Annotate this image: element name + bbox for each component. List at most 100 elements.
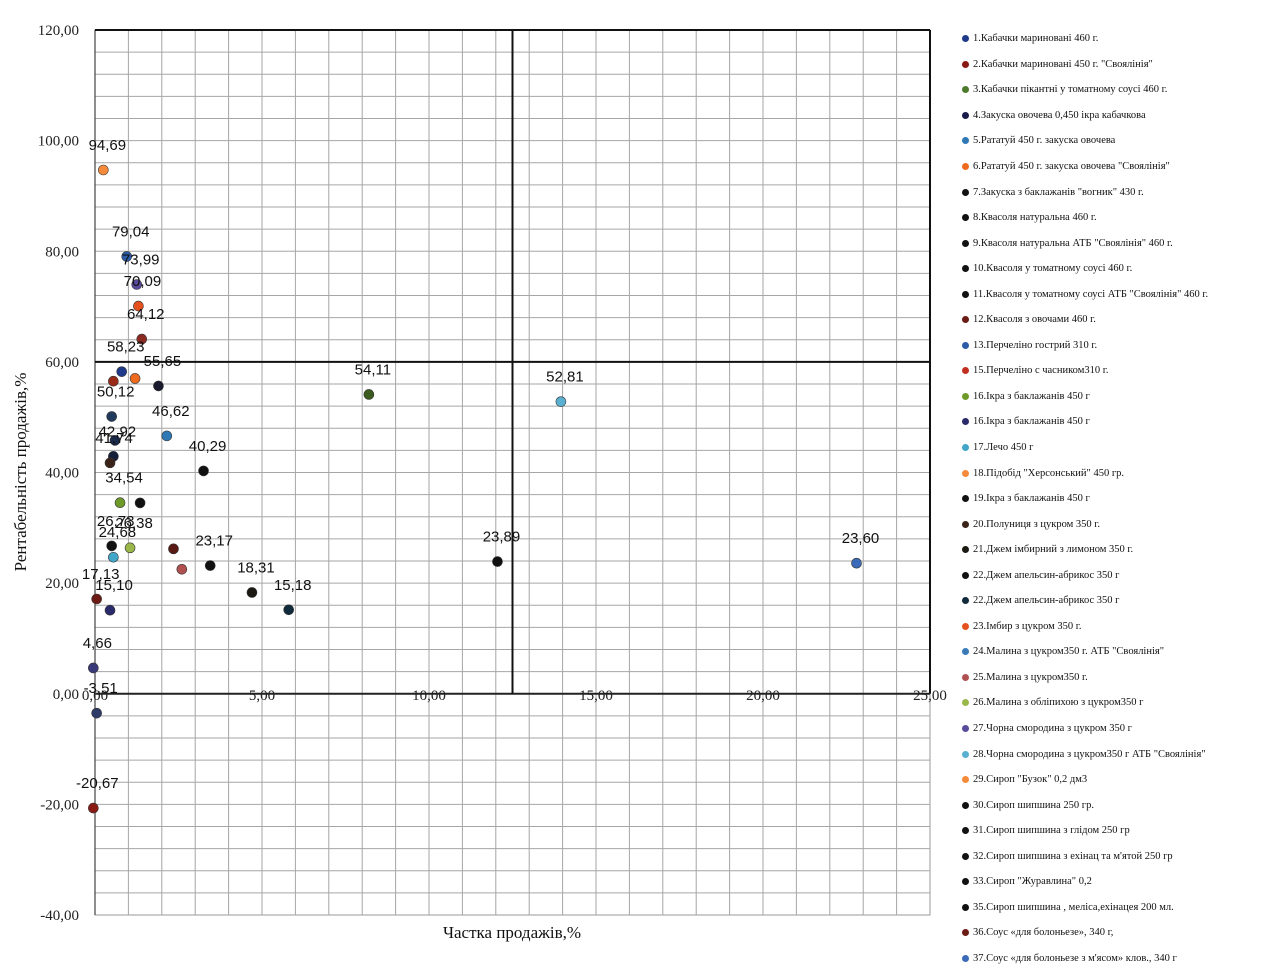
legend-label: 35.Сироп шипшина , меліса,ехінацея 200 м… [973, 901, 1174, 913]
legend-marker [962, 571, 969, 579]
legend-label: 1.Кабачки мариновані 460 г. [973, 33, 1099, 45]
legend-label: 19.Ікра з баклажанів 450 г [973, 493, 1090, 505]
legend-label: 10.Квасоля у томатному соусі 460 г. [973, 263, 1133, 275]
legend-item: 33.Сироп "Журавлина" 0,2 [962, 869, 1267, 895]
legend-item: 22.Джем апельсин-абрикос 350 г [962, 588, 1267, 614]
legend-label: 32.Сироп шипшина з ехінац та м'ятой 250 … [973, 850, 1173, 862]
legend-item: 4.Закуска овочева 0,450 ікра кабачкова [962, 103, 1267, 129]
data-label: 4,66 [83, 635, 112, 652]
legend-marker [962, 341, 969, 349]
legend-label: 27.Чорна смородина з цукром 350 г [973, 723, 1132, 735]
legend-item: 10.Квасоля у томатному соусі 460 г. [962, 256, 1267, 282]
legend-item: 18.Підобід "Херсонський" 450 гр. [962, 460, 1267, 486]
legend-label: 31.Сироп шипшина з глідом 250 гр [973, 825, 1130, 837]
data-point [91, 707, 102, 719]
data-point [104, 604, 116, 616]
legend-marker [962, 495, 969, 503]
data-label: 26,38 [115, 515, 153, 532]
data-label: 46,62 [152, 403, 190, 420]
legend-item: 13.Перчеліно гострий 310 г. [962, 333, 1267, 359]
data-label: 23,17 [195, 533, 233, 550]
x-tick-label: 15,00 [579, 688, 613, 704]
legend-item: 26.Малина з обліпихою з цукром350 г [962, 690, 1267, 716]
data-point [116, 366, 128, 377]
data-label: 54,11 [355, 361, 391, 378]
data-label: 18,31 [237, 559, 275, 576]
data-point [106, 540, 117, 552]
legend-label: 23.Імбир з цукром 350 г. [973, 620, 1082, 632]
data-point [131, 279, 143, 290]
scatter-chart: 120,00 100,00 80,00 60,00 40,00 20,00 0,00 -20,… [11, 23, 947, 942]
legend-marker [962, 444, 969, 452]
legend-label: 2.Кабачки мариновані 450 г. "Своялінія" [973, 58, 1153, 70]
legend-marker [962, 418, 969, 426]
legend-marker [962, 546, 969, 554]
data-label: 17,13 [82, 566, 120, 583]
legend-label: 13.Перчеліно гострий 310 г. [973, 339, 1098, 351]
y-tick-label: 80,00 [45, 244, 79, 260]
legend-marker [962, 469, 969, 477]
legend-marker [962, 265, 969, 273]
legend-label: 28.Чорна смородина з цукром350 г АТБ "Св… [973, 748, 1206, 760]
legend-item: 1.Кабачки мариновані 460 г. [962, 26, 1267, 52]
data-label: 79,04 [112, 224, 150, 241]
y-tick-label: 40,00 [45, 466, 79, 482]
legend-label: 36.Соус «для болоньезе», 340 г, [973, 927, 1114, 939]
legend-label: 6.Рататуй 450 г. закуска овочева "Своялі… [973, 161, 1170, 172]
legend-item: 16.Ікра з баклажанів 450 г [962, 384, 1267, 410]
data-label: 23,60 [842, 530, 880, 547]
data-point [129, 373, 141, 384]
data-point [555, 396, 567, 407]
y-tick-label: 120,00 [38, 23, 79, 39]
legend-marker [962, 827, 969, 835]
data-label: -3,51 [84, 680, 118, 697]
data-label: 73,99 [122, 251, 160, 268]
legend-marker [962, 214, 969, 222]
legend-item: 29.Сироп "Бузок" 0,2 дм3 [962, 767, 1267, 793]
data-label: 34,54 [105, 470, 143, 487]
legend-marker [962, 954, 969, 962]
legend-marker [962, 622, 969, 630]
legend-marker [962, 673, 969, 681]
data-label: 15,10 [95, 577, 133, 594]
data-label: 24,68 [99, 524, 137, 541]
x-tick-label: 25,00 [913, 688, 947, 704]
legend-item: 6.Рататуй 450 г. закуска овочева "Своялі… [962, 154, 1267, 180]
legend-label: 11.Квасоля у томатному соусі АТБ "Своялі… [973, 288, 1209, 300]
x-axis-title: Частка продажів,% [443, 923, 581, 942]
data-label: 50,12 [97, 384, 135, 401]
data-point [492, 556, 503, 567]
data-point [283, 604, 295, 616]
legend-item: 36.Соус «для болоньезе», 340 г, [962, 920, 1267, 946]
legend-label: 18.Підобід "Херсонський" 450 гр. [973, 467, 1125, 479]
quadrant-dividers [95, 29, 931, 694]
legend-item: 23.Імбир з цукром 350 г. [962, 614, 1267, 640]
legend-marker [962, 699, 969, 707]
legend-item: 7.Закуска з баклажанів "вогник" 430 г. [962, 179, 1267, 205]
legend-item: 37.Соус «для болоньезе з м'ясом» клов., … [962, 946, 1267, 971]
legend-label: 8.Квасоля натуральна 460 г. [973, 212, 1097, 224]
legend-label: 7.Закуска з баклажанів "вогник" 430 г. [973, 186, 1144, 198]
legend-item: 3.Кабачки пікантні у томатному соусі 460… [962, 77, 1267, 103]
legend-label: 5.Рататуй 450 г. закуска овочева [973, 135, 1116, 147]
legend-label: 26.Малина з обліпихою з цукром350 г [973, 697, 1144, 709]
legend-item: 22.Джем апельсин-абрикос 350 г [962, 562, 1267, 588]
legend-marker [962, 367, 969, 375]
legend-marker [962, 163, 969, 170]
legend-marker [962, 801, 969, 809]
y-tick-label: -40,00 [40, 908, 79, 924]
legend-marker [962, 929, 969, 937]
legend-marker [962, 852, 969, 860]
data-label: 23,89 [483, 529, 521, 546]
legend-marker [962, 137, 969, 145]
legend-label: 15.Перчеліно с часником310 г. [973, 365, 1109, 377]
legend-item: 17.Лечо 450 г [962, 435, 1267, 461]
legend-label: 29.Сироп "Бузок" 0,2 дм3 [973, 774, 1088, 786]
data-point [91, 593, 102, 605]
legend-label: 33.Сироп "Журавлина" 0,2 [973, 876, 1092, 888]
legend-item: 31.Сироп шипшина з глідом 250 гр [962, 818, 1267, 844]
x-tick-label: 0,00 [82, 688, 108, 704]
data-point [133, 300, 144, 312]
legend-label: 12.Квасоля з овочами 460 г. [973, 314, 1096, 326]
